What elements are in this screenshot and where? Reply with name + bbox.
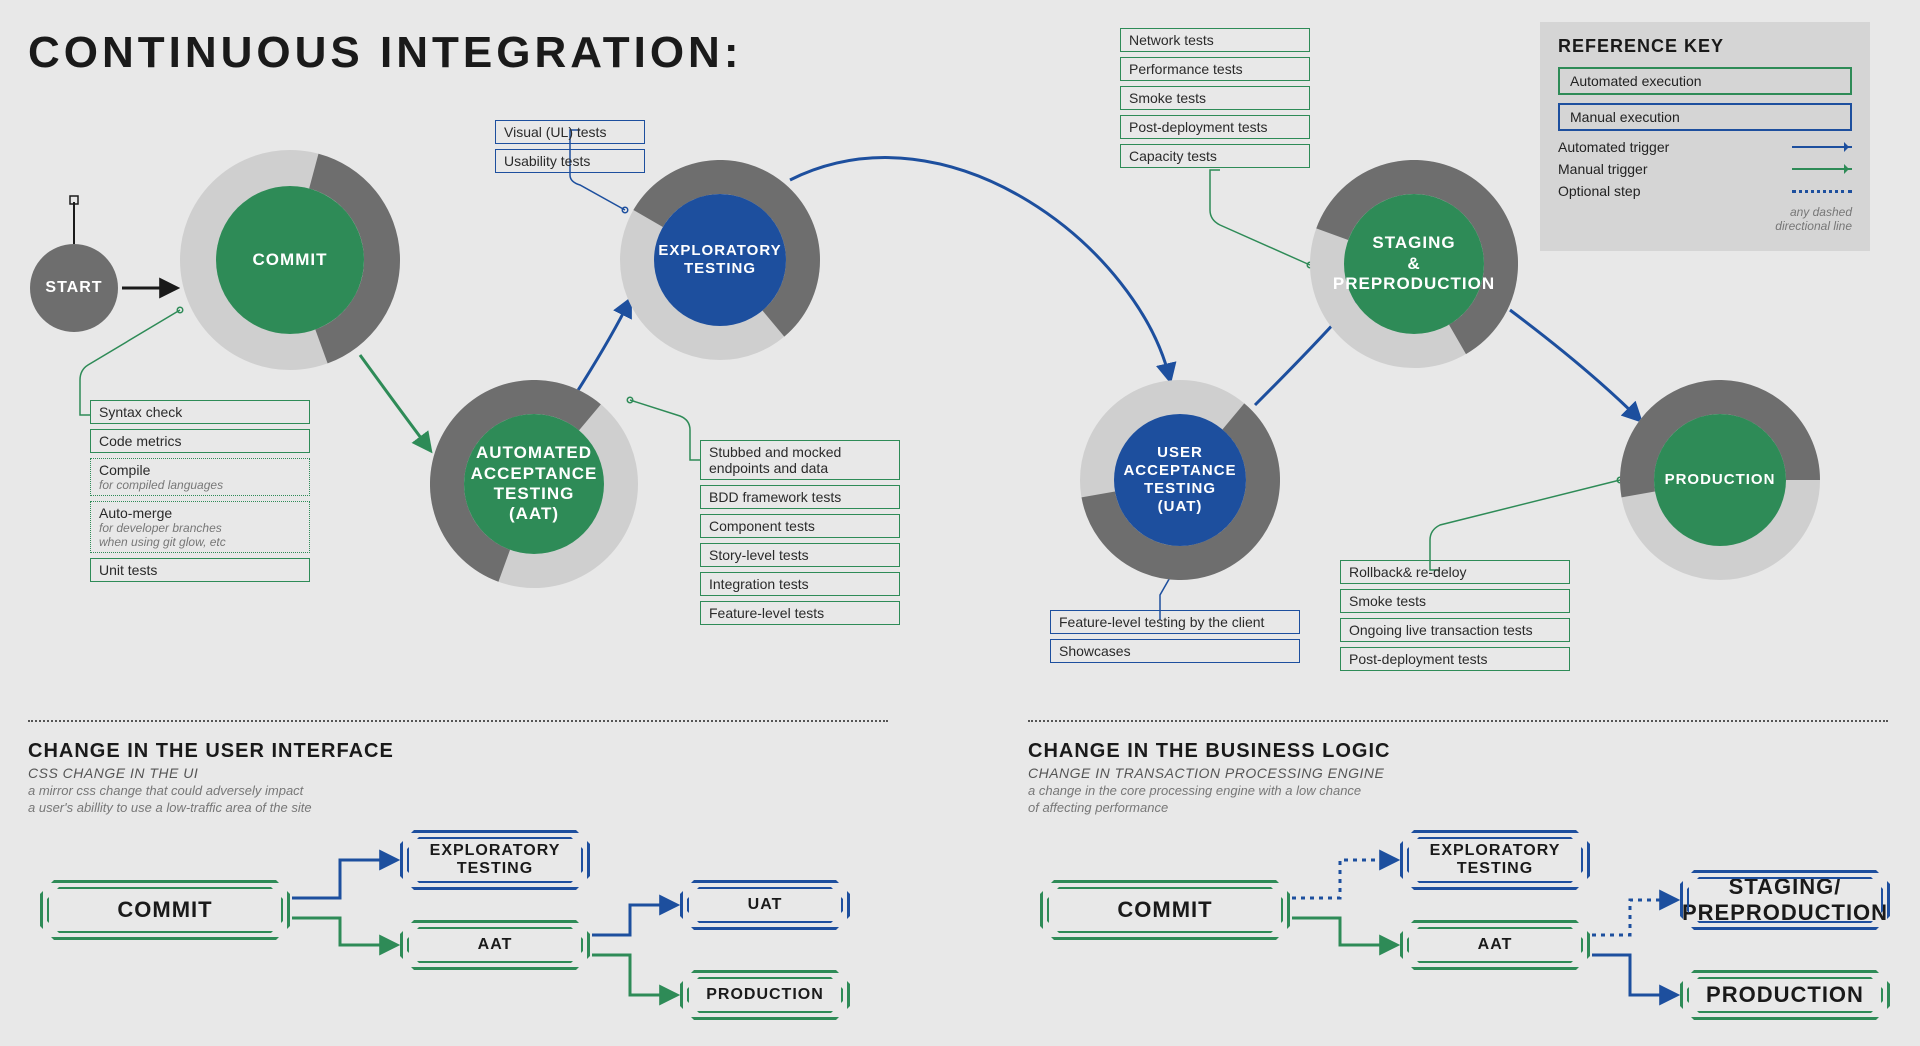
production-node: PRODUCTION [1620,380,1820,580]
bl-change-staging-node: STAGING/PREPRODUCTION [1680,870,1890,930]
staging-node: STAGING&PREPRODUCTION [1310,160,1518,368]
bl-change-et-node: EXPLORATORYTESTING [1400,830,1590,890]
ui-change-et-node: EXPLORATORYTESTING [400,830,590,890]
prod_tests-item: Post-deployment tests [1340,647,1570,671]
aat_tests-item: Story-level tests [700,543,900,567]
bl-change-production-node: PRODUCTION [1680,970,1890,1020]
commit_tests-item: Auto-mergefor developer brancheswhen usi… [90,501,310,553]
ui-change-uat-node: UAT [680,880,850,930]
bl-change-commit-node: COMMIT [1040,880,1290,940]
legend-optional: Optional step [1558,183,1852,199]
ui-change-subtitle: CSS CHANGE IN THE UI [28,765,628,781]
aat-label: AUTOMATEDACCEPTANCETESTING(AAT) [464,414,604,554]
bl-change-header: CHANGE IN THE BUSINESS LOGIC CHANGE IN T… [1028,740,1628,817]
separator-right [1028,720,1888,722]
staging_tests-item: Network tests [1120,28,1310,52]
commit_tests-item: Compilefor compiled languages [90,458,310,496]
commit-label: COMMIT [216,186,364,334]
ui-change-commit-node: COMMIT [40,880,290,940]
exploratory_tests-item: Usability tests [495,149,645,173]
commit_tests-item: Code metrics [90,429,310,453]
aat_tests-item: BDD framework tests [700,485,900,509]
aat_tests-list: Stubbed and mockedendpoints and data BDD … [700,440,900,630]
aat_tests-item: Stubbed and mockedendpoints and data [700,440,900,480]
exploratory-label: EXPLORATORYTESTING [654,194,786,326]
commit-node: COMMIT [180,150,400,370]
legend-optional-note: any dasheddirectional line [1558,205,1852,233]
uat-label: USERACCEPTANCETESTING(UAT) [1114,414,1246,546]
commit_tests-list: Syntax check Code metrics Compilefor compi… [90,400,310,587]
prod_tests-item: Ongoing live transaction tests [1340,618,1570,642]
exploratory_tests-list: Visual (UL) tests Usability tests [495,120,645,178]
commit_tests-item: Unit tests [90,558,310,582]
bl-change-subtitle: CHANGE IN TRANSACTION PROCESSING ENGINE [1028,765,1628,781]
prod_tests-item: Smoke tests [1340,589,1570,613]
prod_tests-list: Rollback& re-deloy Smoke tests Ongoing liv… [1340,560,1570,676]
ui-change-header: CHANGE IN THE USER INTERFACE CSS CHANGE … [28,740,628,817]
prod_tests-item: Rollback& re-deloy [1340,560,1570,584]
ref-key-title: REFERENCE KEY [1558,36,1852,57]
bl-change-desc: a change in the core processing engine w… [1028,783,1628,817]
separator-left [28,720,888,722]
bl-change-aat-node: AAT [1400,920,1590,970]
page-title: CONTINUOUS INTEGRATION: [28,28,743,78]
staging_tests-item: Capacity tests [1120,144,1310,168]
aat-node: AUTOMATEDACCEPTANCETESTING(AAT) [430,380,638,588]
uat-node: USERACCEPTANCETESTING(UAT) [1080,380,1280,580]
staging_tests-item: Post-deployment tests [1120,115,1310,139]
staging_tests-item: Performance tests [1120,57,1310,81]
exploratory-node: EXPLORATORYTESTING [620,160,820,360]
bl-change-title: CHANGE IN THE BUSINESS LOGIC [1028,740,1628,763]
ui-change-production-node: PRODUCTION [680,970,850,1020]
start-node: START [30,244,118,332]
aat_tests-item: Feature-level tests [700,601,900,625]
legend-manual-exec: Manual execution [1558,103,1852,131]
aat_tests-item: Integration tests [700,572,900,596]
legend-auto-trigger: Automated trigger [1558,139,1852,155]
legend-manual-trigger: Manual trigger [1558,161,1852,177]
uat_tests-item: Showcases [1050,639,1300,663]
staging-label: STAGING&PREPRODUCTION [1344,194,1484,334]
ui-change-title: CHANGE IN THE USER INTERFACE [28,740,628,763]
uat_tests-list: Feature-level testing by the client Showc… [1050,610,1300,668]
uat_tests-item: Feature-level testing by the client [1050,610,1300,634]
ui-change-aat-node: AAT [400,920,590,970]
exploratory_tests-item: Visual (UL) tests [495,120,645,144]
legend-auto-exec: Automated execution [1558,67,1852,95]
staging_tests-item: Smoke tests [1120,86,1310,110]
reference-key-panel: REFERENCE KEY Automated execution Manual… [1540,22,1870,251]
staging_tests-list: Network tests Performance tests Smoke test… [1120,28,1310,173]
ui-change-desc: a mirror css change that could adversely… [28,783,628,817]
production-label: PRODUCTION [1654,414,1786,546]
aat_tests-item: Component tests [700,514,900,538]
commit_tests-item: Syntax check [90,400,310,424]
